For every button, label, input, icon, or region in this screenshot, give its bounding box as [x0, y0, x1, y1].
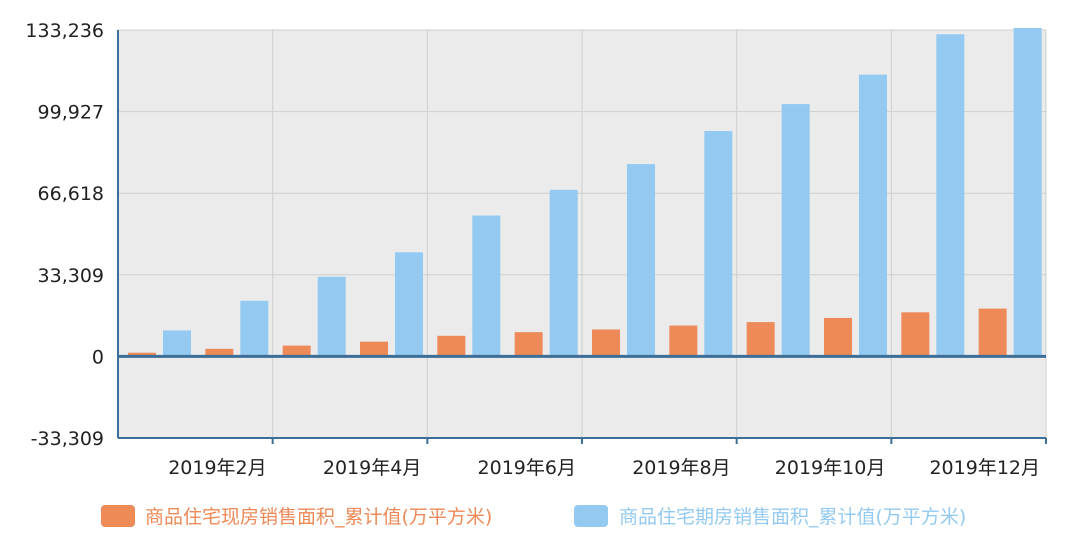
- x-tick-label: 2019年12月: [929, 457, 1040, 479]
- bar: [978, 308, 1007, 357]
- bar: [669, 325, 698, 357]
- bar: [395, 252, 423, 357]
- grid-lines: [118, 29, 1047, 439]
- bar: [360, 341, 388, 357]
- x-tick-label: 2019年2月: [168, 457, 266, 479]
- y-tick-label: 99,927: [38, 102, 104, 124]
- bar: [859, 74, 887, 357]
- bar: [437, 335, 466, 357]
- bar: [936, 34, 965, 357]
- y-tick-label: 33,309: [38, 265, 104, 287]
- bar: [282, 345, 311, 357]
- y-tick-label: 66,618: [38, 183, 104, 205]
- bars: [128, 27, 1042, 357]
- y-tick-label: 0: [92, 346, 104, 368]
- bar: [627, 164, 655, 357]
- legend-label: 商品住宅期房销售面积_累计值(万平方米): [619, 506, 966, 528]
- bar: [901, 312, 930, 357]
- bar: [472, 215, 501, 357]
- bar: [824, 317, 852, 357]
- bar: [746, 322, 775, 357]
- y-tick-label: -33,309: [31, 428, 104, 450]
- y-tick-labels: 133,236 99,927 66,618 33,309 0 -33,309: [25, 20, 104, 450]
- x-tick-label: 2019年4月: [323, 457, 421, 479]
- x-tick-labels: 2019年2月 2019年4月 2019年6月 2019年8月 2019年10月 2019…: [168, 438, 1047, 479]
- legend-swatch: [574, 505, 608, 527]
- legend-swatch: [101, 505, 135, 527]
- bar: [205, 348, 234, 357]
- bar: [163, 330, 191, 357]
- bar: [1013, 27, 1042, 357]
- bar: [514, 332, 543, 357]
- bar: [128, 352, 156, 357]
- legend-label: 商品住宅现房销售面积_累计值(万平方米): [145, 506, 492, 528]
- bar: [317, 276, 346, 357]
- bar: [704, 131, 733, 357]
- legend: 商品住宅现房销售面积_累计值(万平方米) 商品住宅期房销售面积_累计值(万平方米): [101, 505, 966, 528]
- y-tick-label: 133,236: [25, 20, 104, 42]
- x-tick-label: 2019年10月: [775, 457, 886, 479]
- bar: [240, 300, 269, 357]
- bar: [781, 104, 810, 357]
- x-tick-label: 2019年6月: [478, 457, 576, 479]
- bar: [549, 189, 578, 357]
- bar: [592, 329, 620, 357]
- x-tick-label: 2019年8月: [632, 457, 730, 479]
